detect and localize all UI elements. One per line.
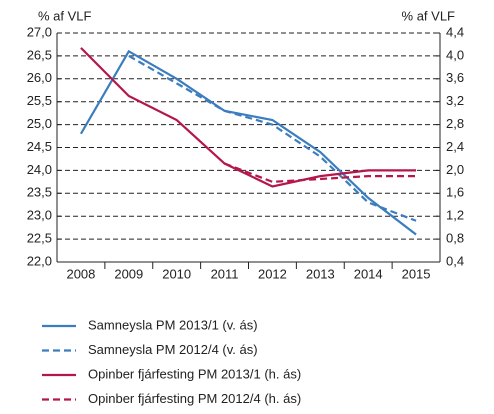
y2-tick-label: 3,2 <box>446 93 464 108</box>
y-tick-label: 22,5 <box>27 231 52 246</box>
y2-tick-label: 3,6 <box>446 70 464 85</box>
series-line <box>224 162 417 183</box>
y-tick-label: 23,0 <box>27 208 52 223</box>
y-tick-label: 24,0 <box>27 162 52 177</box>
y-axis-label: % af VLF <box>38 8 92 23</box>
y2-axis-label: % af VLF <box>402 8 456 23</box>
legend-label: Opinber fjárfesting PM 2013/1 (h. ás) <box>88 366 301 381</box>
x-tick-label: 2009 <box>114 266 143 281</box>
x-tick-label: 2015 <box>402 266 431 281</box>
y2-tick-label: 2,4 <box>446 139 464 154</box>
x-tick-label: 2008 <box>66 266 95 281</box>
y2-tick-label: 0,4 <box>446 253 464 268</box>
y2-tick-label: 4,0 <box>446 47 464 62</box>
y2-tick-label: 2,0 <box>446 162 464 177</box>
series-line <box>128 54 417 222</box>
y-tick-label: 25,5 <box>27 93 52 108</box>
legend-label: Samneysla PM 2012/4 (v. ás) <box>88 342 258 357</box>
y-tick-label: 26,5 <box>27 47 52 62</box>
y-tick-label: 24,5 <box>27 139 52 154</box>
series-line <box>79 49 417 236</box>
y2-tick-label: 2,8 <box>446 116 464 131</box>
y2-tick-label: 4,4 <box>446 24 464 39</box>
legend-label: Samneysla PM 2013/1 (v. ás) <box>88 317 258 332</box>
y2-tick-label: 1,2 <box>446 208 464 223</box>
y2-tick-label: 0,8 <box>446 231 464 246</box>
y-tick-label: 25,0 <box>27 116 52 131</box>
y2-tick-label: 1,6 <box>446 185 464 200</box>
x-tick-label: 2012 <box>258 266 287 281</box>
y-tick-label: 22,0 <box>27 253 52 268</box>
legend-label: Opinber fjárfesting PM 2012/4 (h. ás) <box>88 391 301 406</box>
x-tick-label: 2011 <box>211 266 239 281</box>
series-line <box>80 47 417 188</box>
x-tick-label: 2010 <box>162 266 191 281</box>
y-tick-label: 27,0 <box>27 24 52 39</box>
x-tick-label: 2014 <box>354 266 383 281</box>
y-tick-label: 26,0 <box>27 70 52 85</box>
x-tick-label: 2013 <box>306 266 335 281</box>
y-tick-label: 23,5 <box>27 185 52 200</box>
